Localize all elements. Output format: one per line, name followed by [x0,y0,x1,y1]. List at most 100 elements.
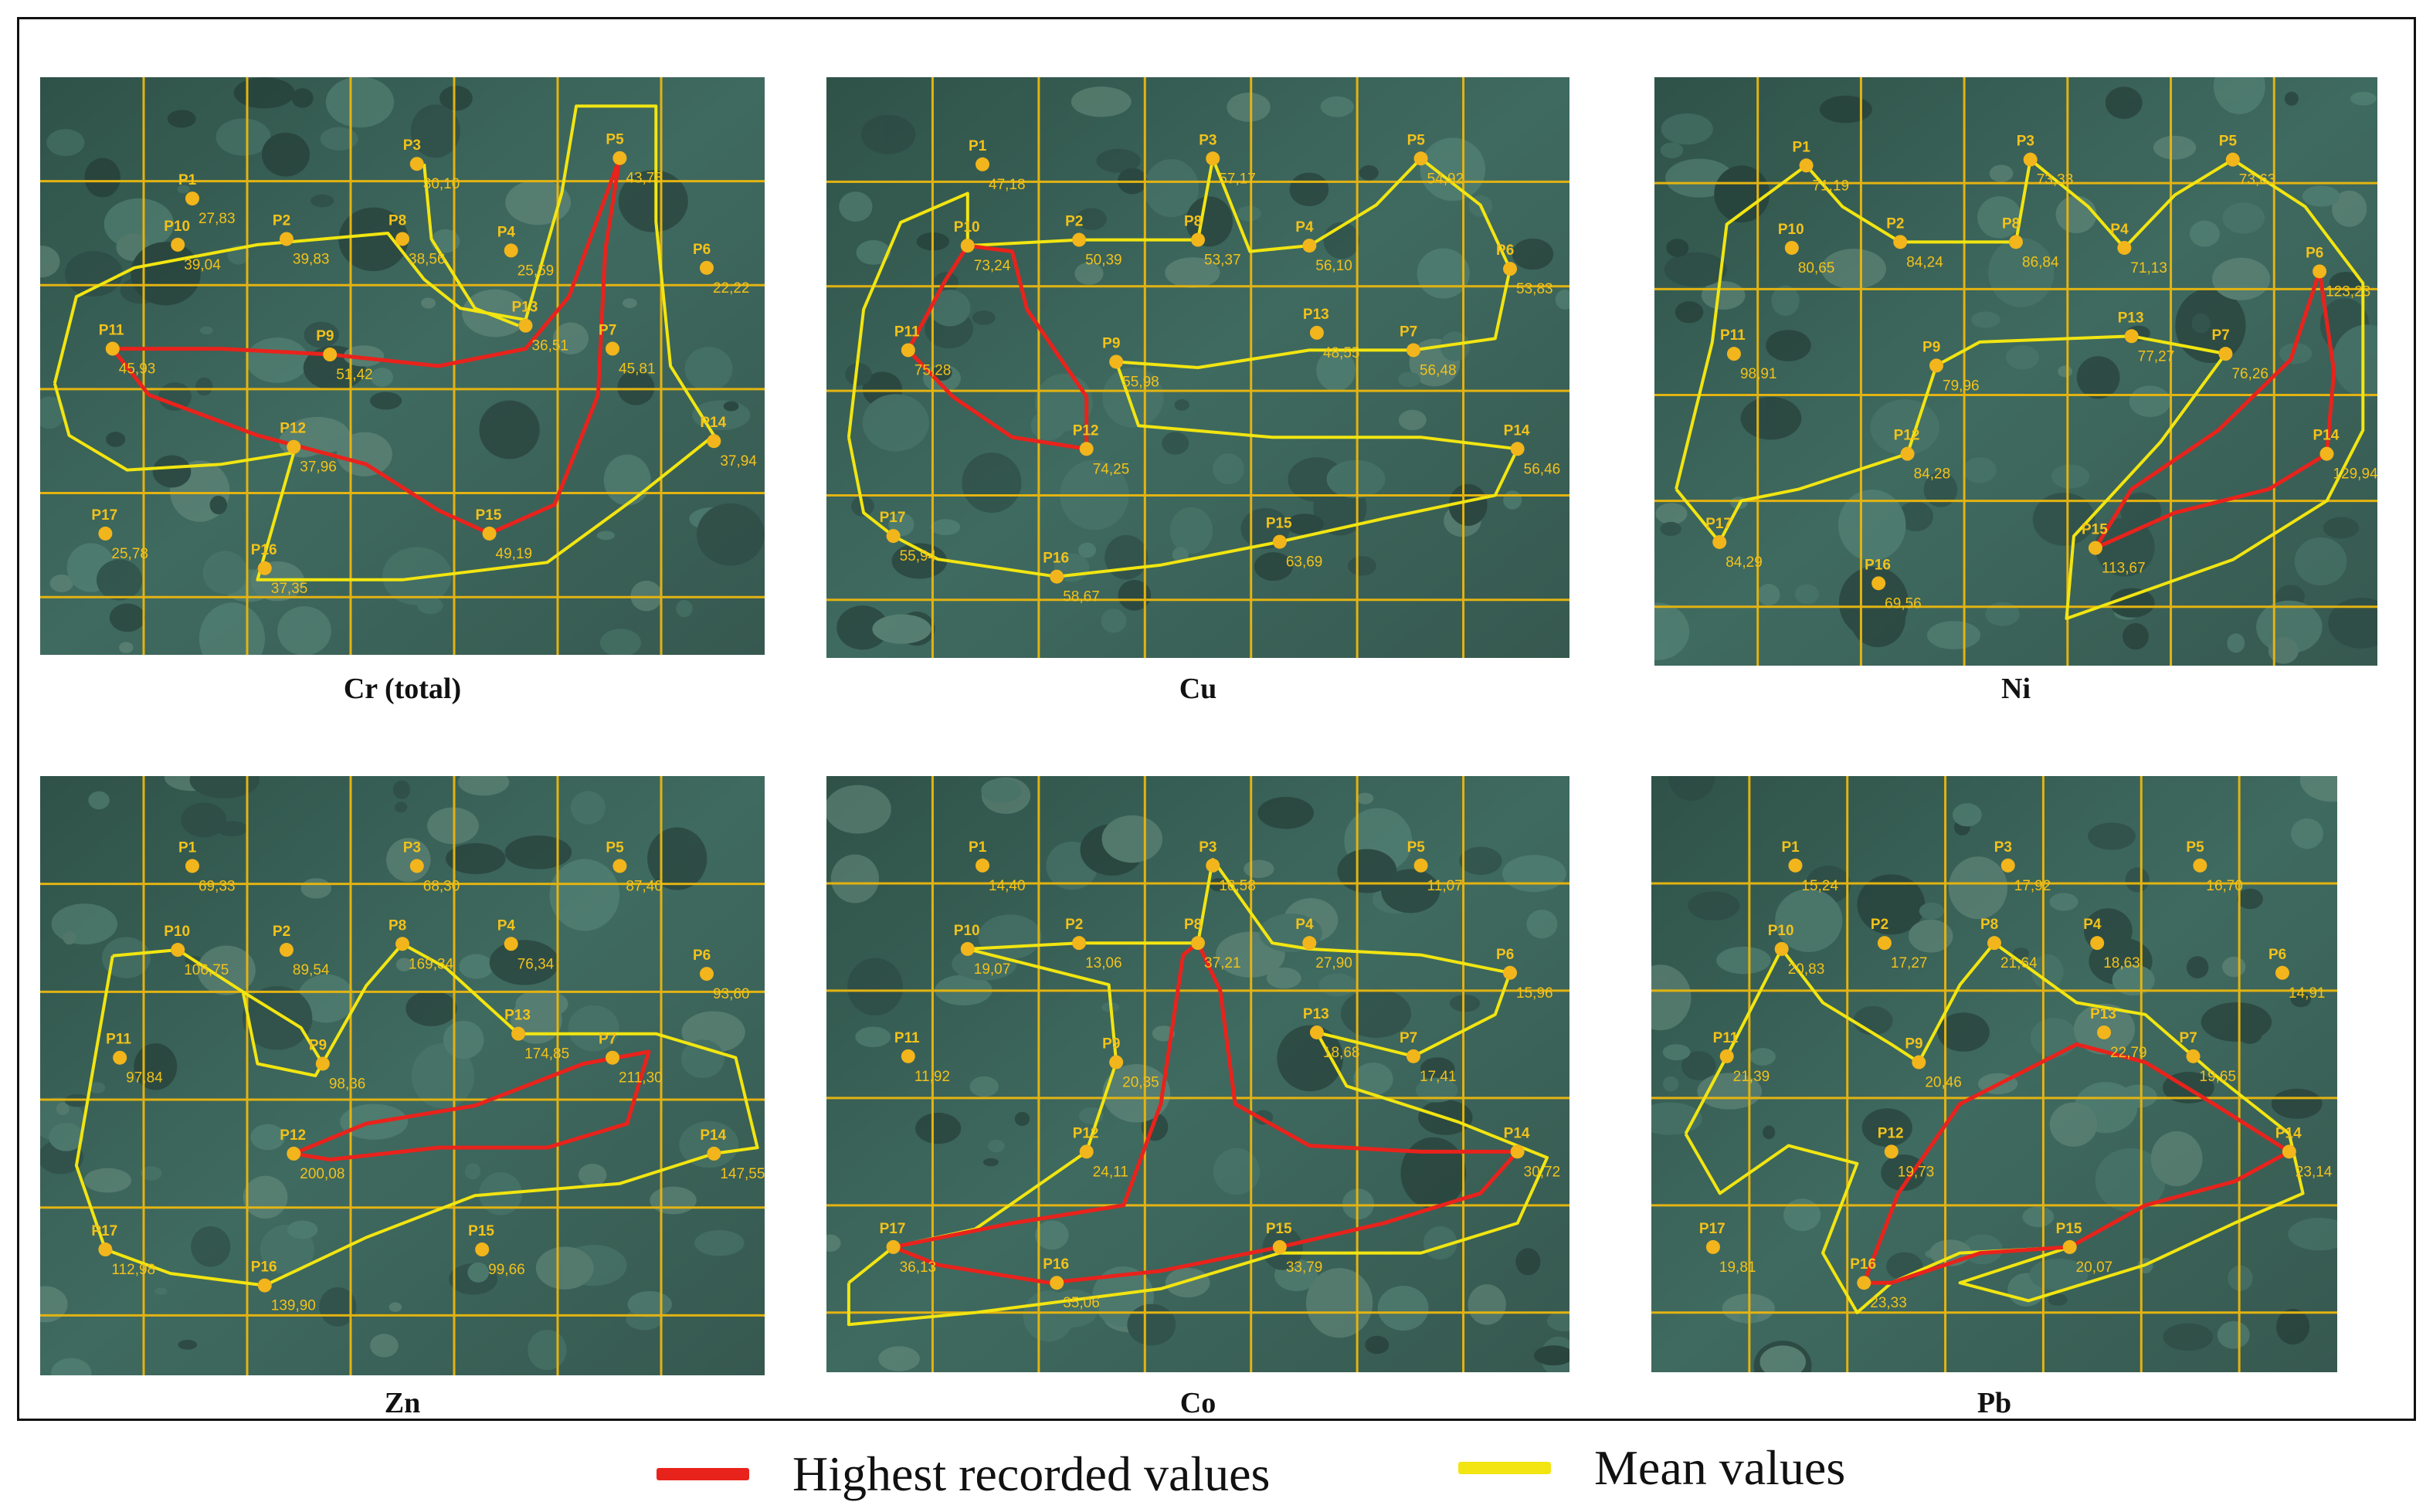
sampling-point-value: 73,63 [2239,172,2276,188]
sampling-point-value: 147,55 [720,1166,765,1182]
satellite-map: P1 71,19 P2 84,24 P3 73,33 P4 71,13 P5 73,63 P6 123… [1624,58,2402,666]
sampling-point-marker [1413,858,1428,873]
sampling-point-value: 63,69 [1286,554,1323,571]
sampling-point-id: P8 [2002,215,2020,232]
sampling-point-marker [2282,1144,2296,1159]
map-panel-ni: P1 71,19 P2 84,24 P3 73,33 P4 71,13 P5 73,63 P6 123… [1624,58,2402,666]
sampling-point-id: P6 [693,242,711,258]
sampling-point-value: 19,65 [2200,1069,2237,1085]
sampling-point-value: 75,28 [914,362,952,378]
sampling-point-marker [901,343,915,358]
sampling-point-value: 57,17 [1219,171,1256,187]
sampling-point-value: 18,68 [1323,1045,1360,1061]
sampling-point-id: P10 [164,924,190,940]
sampling-point-p14: P14 37,94 [700,415,757,470]
map-panel-pb: P1 15,24 P2 17,27 P3 17,92 P4 18,63 P5 16,70 P6 14,… [1630,754,2364,1392]
sampling-point-id: P3 [1994,839,2012,856]
sampling-point-id: P2 [1871,917,1888,933]
sampling-point-marker [2062,1239,2077,1254]
sampling-point-id: P10 [954,219,980,236]
sampling-point-marker [504,937,518,951]
sampling-point-id: P14 [2313,428,2339,444]
sampling-point-id: P16 [1043,1256,1069,1273]
sampling-point-value: 23,33 [1870,1295,1907,1311]
highest-value-contour [906,243,1089,451]
sampling-point-p16: P16 23,33 [1850,1256,1907,1311]
sampling-point-id: P13 [504,1008,531,1024]
sampling-point-id: P3 [1199,839,1216,856]
sampling-point-id: P11 [894,324,920,340]
sampling-point-id: P7 [599,323,616,339]
sampling-point-marker [606,1050,620,1065]
sampling-point-id: P1 [969,839,987,856]
sampling-point-p12: P12 200,08 [280,1127,344,1182]
sampling-point-id: P12 [1073,422,1099,439]
sampling-point-marker [976,858,990,873]
sampling-point-p5: P5 11,07 [1407,839,1463,894]
sampling-point-marker [482,526,497,541]
sampling-point-marker [2090,936,2105,951]
sampling-point-p10: P10 106,75 [164,924,229,978]
sampling-point-marker [287,1146,301,1161]
sampling-point-marker [1309,325,1324,340]
sampling-point-value: 97,84 [126,1070,163,1087]
sampling-point-marker [475,1242,490,1257]
legend-item-highest: Highest recorded values [657,1446,1270,1503]
sampling-point-marker [279,943,294,958]
sampling-point-value: 38,56 [409,251,446,267]
mean-value-contour [847,157,1519,578]
terrain-texture [1624,58,2402,664]
sampling-point-marker [257,1278,272,1293]
sampling-point-id: P7 [599,1032,616,1048]
sampling-point-p8: P8 38,56 [389,212,446,267]
sampling-point-value: 27,83 [199,211,236,227]
sampling-point-p3: P3 16,58 [1199,839,1256,894]
sampling-point-value: 15,96 [1516,985,1553,1002]
map-grid [1651,776,2337,1372]
sampling-point-value: 139,90 [271,1298,316,1314]
sampling-point-marker [2023,152,2038,167]
sampling-point-value: 19,07 [974,961,1011,978]
panel-caption: Cu [1179,673,1217,705]
sampling-point-id: P11 [894,1030,920,1046]
sampling-point-value: 71,19 [1813,178,1850,194]
sampling-point-value: 13,06 [1085,955,1122,971]
sampling-point-marker [1050,569,1064,584]
sampling-point-marker [2193,858,2207,873]
sampling-point-marker [409,859,424,873]
sampling-point-p17: P17 84,29 [1705,516,1763,571]
sampling-point-value: 15,24 [1801,878,1838,894]
sampling-point-id: P9 [316,328,334,344]
sampling-point-marker [886,1239,901,1254]
sampling-point-marker [1050,1276,1064,1290]
sampling-point-p9: P9 55,98 [1102,335,1159,390]
sampling-point-id: P17 [880,1221,906,1237]
sampling-point-id: P2 [273,924,290,940]
sampling-point-marker [511,1026,526,1041]
sampling-point-value: 45,93 [119,361,156,378]
sampling-point-p10: P10 20,83 [1768,923,1825,978]
sampling-point-marker [395,937,409,951]
panel-caption: Ni [2001,673,2031,705]
sampling-point-marker [960,239,975,253]
sampling-point-p7: P7 45,81 [599,323,656,378]
sampling-point-value: 35,06 [1063,1295,1100,1311]
sampling-point-p3: P3 57,17 [1199,132,1256,187]
sampling-point-p12: P12 24,11 [1073,1125,1128,1180]
sampling-point-marker [1871,576,1886,591]
sampling-point-id: P3 [2017,134,2034,150]
sampling-point-marker [1072,232,1087,247]
sampling-point-p11: P11 75,28 [894,324,952,378]
sampling-point-p17: P17 36,13 [880,1221,937,1276]
sampling-point-marker [1503,965,1518,980]
sampling-point-p8: P8 53,37 [1184,214,1241,269]
sampling-point-p16: P16 69,56 [1865,557,1922,612]
sampling-point-p9: P9 20,46 [1905,1036,1962,1091]
sampling-point-id: P9 [1102,335,1120,351]
sampling-point-marker [1503,262,1518,276]
sampling-point-value: 211,30 [619,1070,663,1087]
highest-value-contour [293,1049,651,1162]
sampling-point-marker [707,1146,721,1161]
sampling-point-p13: P13 77,27 [2118,310,2175,364]
sampling-point-id: P4 [1295,917,1314,933]
